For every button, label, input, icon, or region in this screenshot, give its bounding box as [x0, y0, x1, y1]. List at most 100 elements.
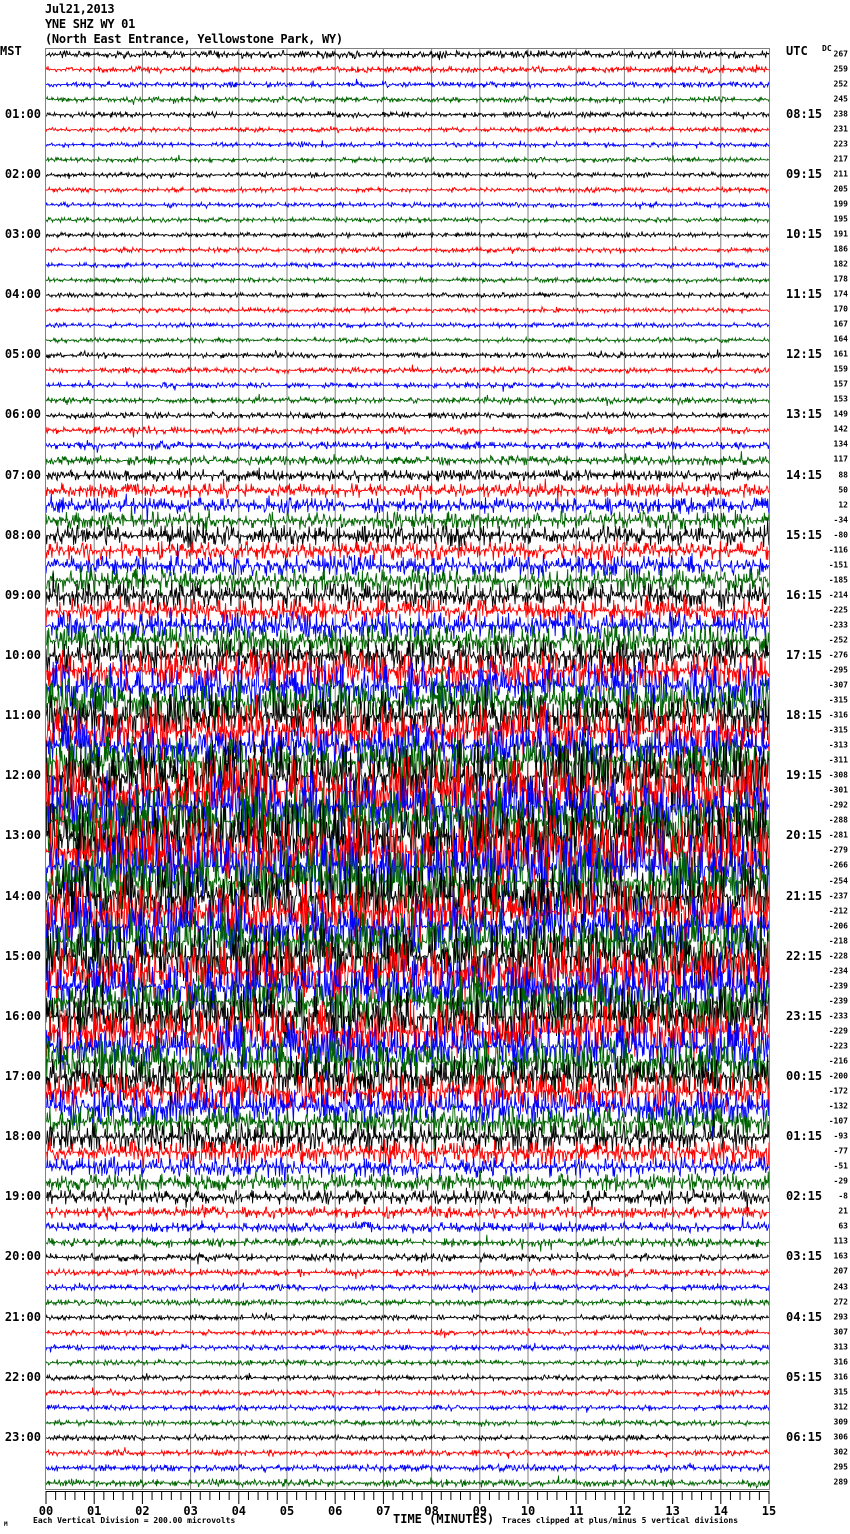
trace-line: [46, 1170, 769, 1193]
trace-line: [46, 1101, 769, 1153]
trace-line: [46, 1040, 769, 1114]
minute-label: 01: [86, 1504, 102, 1518]
trace-line: [46, 890, 769, 963]
dc-value: -315: [828, 695, 848, 705]
utc-time-label-13: 21:15: [786, 888, 823, 903]
dc-value: 174: [833, 289, 848, 299]
trace-line: [46, 980, 769, 1053]
dc-value: -116: [828, 545, 848, 555]
dc-value: 243: [833, 1282, 848, 1292]
trace-line: [46, 1462, 769, 1474]
dc-value: -307: [828, 680, 848, 690]
dc-value: 149: [833, 409, 848, 419]
minute-label: 02: [135, 1504, 150, 1518]
trace-line: [46, 64, 769, 75]
trace-line: [46, 1432, 769, 1443]
dc-value: 63: [838, 1221, 848, 1231]
dc-value: -239: [828, 981, 848, 991]
trace-line: [46, 1403, 769, 1413]
dc-value: -8: [838, 1191, 848, 1201]
trace-line: [46, 125, 769, 134]
dc-value: 153: [833, 394, 848, 404]
trace-line: [46, 565, 769, 600]
dc-value: -233: [828, 620, 848, 630]
mst-time-label-7: 08:00: [4, 527, 41, 542]
utc-time-label-21: 05:15: [786, 1369, 823, 1384]
trace-line: [46, 725, 769, 798]
dc-value: -212: [828, 906, 848, 916]
dc-value: -239: [828, 996, 848, 1006]
minute-label: 13: [665, 1504, 680, 1518]
trace-line: [46, 637, 769, 690]
dc-value: 293: [833, 1312, 848, 1322]
dc-value: -315: [828, 725, 848, 735]
utc-time-label-15: 23:15: [786, 1008, 823, 1023]
trace-line: [46, 594, 769, 631]
utc-time-label-5: 13:15: [786, 407, 823, 422]
dc-value: 211: [833, 169, 848, 179]
mst-time-label-20: 21:00: [4, 1309, 41, 1324]
trace-line: [46, 845, 769, 918]
utc-time-label-3: 11:15: [786, 287, 823, 302]
mst-time-label-4: 05:00: [4, 347, 41, 362]
dc-value: -132: [828, 1101, 848, 1111]
utc-time-label-0: 08:15: [786, 106, 823, 121]
mst-time-label-6: 07:00: [4, 467, 41, 482]
dc-value: -218: [828, 936, 848, 946]
header-location: (North East Entrance, Yellowstone Park, …: [45, 32, 343, 46]
trace-line: [46, 1358, 769, 1368]
trace-line: [46, 49, 769, 61]
trace-line: [46, 615, 769, 665]
dc-value: 289: [833, 1477, 848, 1487]
mst-time-label-1: 02:00: [4, 166, 41, 181]
dc-value: 316: [833, 1357, 848, 1367]
trace-line: [46, 950, 769, 1023]
dc-value: 88: [838, 470, 848, 480]
utc-time-label-18: 02:15: [786, 1189, 823, 1204]
dc-value: -279: [828, 845, 848, 855]
minute-label: 10: [520, 1504, 536, 1518]
dc-value: -107: [828, 1116, 848, 1126]
dc-value: 309: [833, 1417, 848, 1427]
minute-label: 05: [279, 1504, 295, 1518]
dc-value: 186: [833, 244, 848, 254]
minute-label: 00: [38, 1504, 54, 1518]
trace-line: [46, 607, 769, 643]
trace-line: [46, 1312, 769, 1323]
helicorder-plot[interactable]: [45, 48, 770, 1490]
trace-line: [46, 335, 769, 345]
dc-value: -254: [828, 876, 848, 886]
dc-value: 272: [833, 1297, 848, 1307]
trace-line: [46, 518, 769, 553]
dc-value: 217: [833, 154, 848, 164]
mst-time-label-5: 06:00: [4, 407, 41, 422]
dc-value: 238: [833, 109, 848, 119]
utc-time-label-2: 10:15: [786, 226, 823, 241]
trace-line: [46, 305, 769, 315]
dc-value: -295: [828, 665, 848, 675]
dc-value: 245: [833, 94, 848, 104]
trace-line: [46, 996, 769, 1068]
dc-value: -308: [828, 770, 848, 780]
trace-line: [46, 1387, 769, 1398]
mst-time-label-12: 13:00: [4, 828, 41, 843]
mst-time-label-0: 01:00: [4, 106, 41, 121]
minute-label: 07: [376, 1504, 391, 1518]
trace-line: [46, 410, 769, 421]
seismogram-traces: [46, 49, 769, 1489]
dc-value: 157: [833, 379, 848, 389]
dc-value: 205: [833, 184, 848, 194]
dc-value: 223: [833, 139, 848, 149]
dc-value: 134: [833, 439, 848, 449]
trace-line: [46, 875, 769, 948]
dc-value-column: 267 259 252 245 238 231 223 217 211 205 199 195 191 1…: [815, 48, 850, 1490]
dc-value: -200: [828, 1071, 848, 1081]
scale-note: Each Vertical Division = 200.00 microvol…: [33, 1516, 236, 1525]
mst-time-label-11: 12:00: [4, 768, 41, 783]
trace-line: [46, 1281, 769, 1293]
dc-value: 306: [833, 1432, 848, 1442]
mst-time-label-15: 16:00: [4, 1008, 41, 1023]
trace-line: [46, 664, 769, 738]
dc-value: 170: [833, 304, 848, 314]
dc-value: 267: [833, 49, 848, 58]
